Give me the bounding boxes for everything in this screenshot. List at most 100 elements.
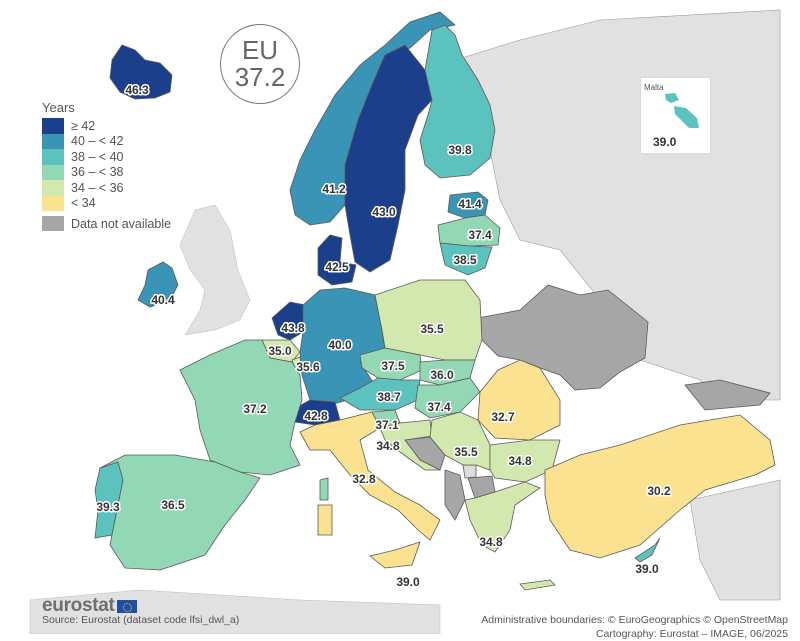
label-serbia: 35.5 [454,445,478,459]
label-norway: 41.2 [322,182,346,196]
legend-item: 34 – < 36 [42,180,171,196]
label-poland: 35.5 [420,322,444,336]
eu-average-badge: EU 37.2 [220,24,300,104]
label-switzerland: 42.8 [304,409,328,423]
label-luxembourg: 35.6 [296,360,320,374]
country-montenegro-albania [444,469,466,521]
label-netherlands: 43.8 [281,321,305,335]
label-italy: 32.8 [352,472,376,486]
label-latvia: 37.4 [468,228,492,242]
legend-item: < 34 [42,195,171,211]
country-sardinia [317,504,333,536]
country-cyprus [634,537,661,563]
country-poland [374,279,483,361]
legend-label: 40 – < 42 [71,134,124,149]
country-turkiye [544,414,776,559]
eurostat-logo: eurostat [42,595,137,617]
label-portugal: 39.3 [96,500,120,514]
label-sweden: 43.0 [372,205,396,219]
eu-badge-value: 37.2 [234,62,286,92]
country-hungary [414,377,481,419]
label-hungary: 37.4 [427,400,451,414]
legend-item: 36 – < 38 [42,164,171,180]
label-lithuania: 38.5 [453,253,477,267]
country-denmark [317,234,357,286]
country-malta-dot [400,582,404,586]
legend-item: 38 – < 40 [42,149,171,165]
legend-title: Years [42,100,75,115]
label-slovenia: 37.1 [375,418,399,432]
label-cyprus: 39.0 [635,562,659,576]
label-germany: 40.0 [328,338,352,352]
country-greece [464,481,541,553]
country-croatia [379,419,441,471]
country-france [179,339,303,476]
legend-label: ≥ 42 [71,118,96,133]
country-ukraine [477,284,649,391]
legend-swatch [42,133,64,149]
cartography-credit: Cartography: Eurostat – IMAGE, 06/2025 [595,628,788,640]
eu-badge-region: EU [241,35,279,65]
background-land-uk [179,204,251,336]
country-romania [477,359,561,441]
country-kosovo [462,464,477,479]
label-malta: 39.0 [396,575,420,589]
label-austria: 38.7 [377,390,401,404]
legend-item: ≥ 42 [42,118,171,134]
country-lithuania [439,242,493,276]
country-bulgaria [489,439,561,483]
legend-swatch [42,195,64,211]
label-france: 37.2 [243,402,267,416]
country-georgia [684,379,771,411]
label-czechia: 37.5 [381,359,405,373]
malta-shape [665,93,699,128]
label-slovakia: 36.0 [430,368,454,382]
country-spain [99,454,261,571]
label-ireland: 40.4 [151,293,175,307]
inset-title: Malta [644,83,664,92]
legend-label: < 34 [71,196,96,211]
label-croatia: 34.8 [376,439,400,453]
country-sicily [369,541,421,569]
label-iceland: 46.3 [125,83,149,97]
eu-flag-icon [116,599,137,613]
credits: Administrative boundaries: © EuroGeograp… [481,613,788,641]
background-land-middle-east [689,479,781,601]
label-romania: 32.7 [491,410,515,424]
label-greece: 34.8 [479,535,503,549]
country-finland [419,24,496,179]
legend-label: 34 – < 36 [71,180,124,195]
country-norway [289,11,456,226]
legend-item-not-available: Data not available [42,216,171,232]
malta-inset: Malta 39.0 [641,78,710,153]
label-estonia: 41.4 [458,197,482,211]
legend-label: Data not available [71,216,172,231]
label-spain: 36.5 [161,498,185,512]
source-note: Source: Eurostat (dataset code lfsi_dwl_… [42,614,240,626]
boundaries-credit: Administrative boundaries: © EuroGeograp… [481,614,788,626]
country-corsica [319,477,329,501]
label-turkiye: 30.2 [647,484,671,498]
country-czechia [359,347,423,381]
country-italy [299,411,441,541]
label-finland: 39.8 [448,143,472,157]
country-austria [339,377,421,411]
map-legend: Years ≥ 42 40 – < 42 38 – < 40 36 – < 38… [42,100,171,232]
label-denmark: 42.5 [325,260,349,274]
legend-item: 40 – < 42 [42,133,171,149]
legend-label: 38 – < 40 [71,149,124,164]
legend-swatch [42,118,64,134]
inset-value: 39.0 [653,135,677,149]
logo-text: eurostat [42,595,115,616]
legend-swatch [42,149,64,165]
legend-swatch [42,180,64,196]
legend-label: 36 – < 38 [71,165,124,180]
country-crete [519,579,556,591]
label-bulgaria: 34.8 [508,454,532,468]
country-iceland [109,44,173,100]
legend-swatch [42,216,64,232]
country-serbia [429,411,491,471]
legend-swatch [42,164,64,180]
country-ireland [137,261,179,308]
